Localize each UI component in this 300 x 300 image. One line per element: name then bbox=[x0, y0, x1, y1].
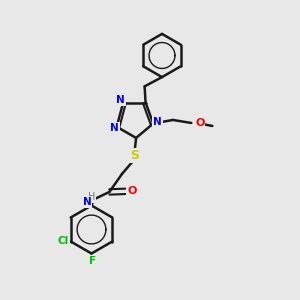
Text: N: N bbox=[153, 117, 162, 127]
Text: O: O bbox=[127, 186, 136, 196]
Text: N: N bbox=[83, 197, 92, 207]
Text: F: F bbox=[88, 256, 96, 266]
Text: S: S bbox=[130, 149, 139, 162]
Text: N: N bbox=[116, 95, 125, 105]
Text: Cl: Cl bbox=[58, 236, 69, 247]
Text: N: N bbox=[110, 123, 119, 133]
Text: H: H bbox=[88, 192, 95, 202]
Text: O: O bbox=[195, 118, 204, 128]
